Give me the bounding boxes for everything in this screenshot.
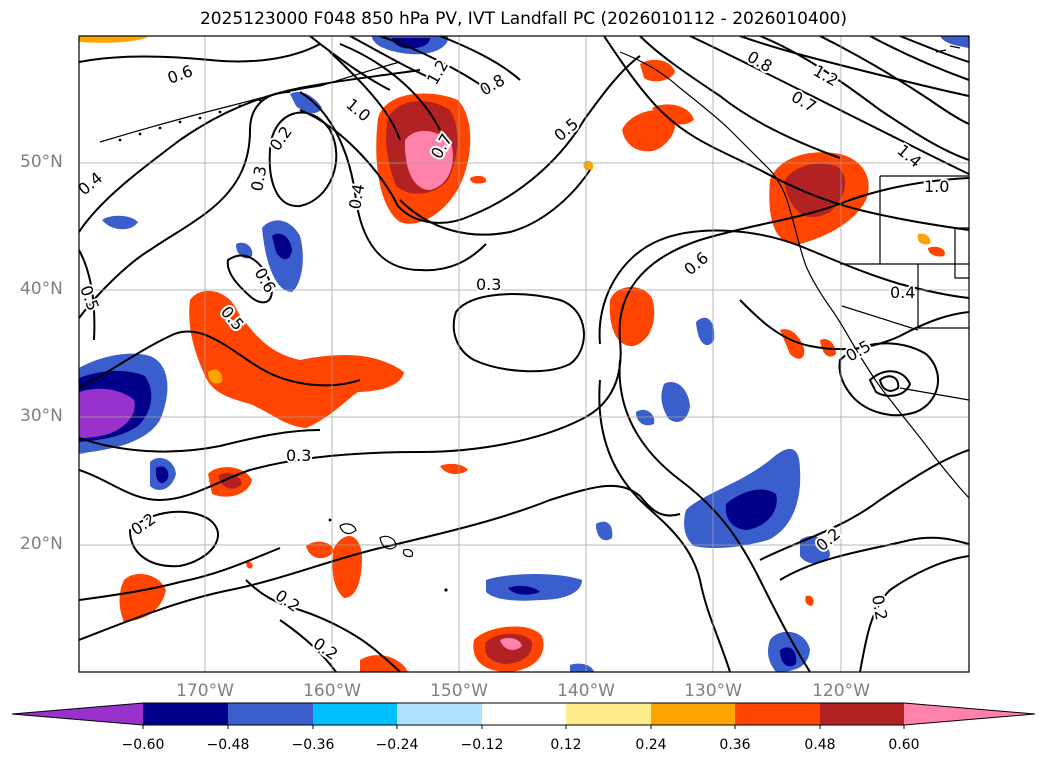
colorbar-tick-label: 0.36 bbox=[719, 737, 751, 753]
colorbar-extend-high bbox=[904, 703, 1035, 725]
lon-label-140w: 140°W bbox=[557, 681, 615, 701]
colorbar bbox=[11, 702, 1036, 729]
lon-label-130w: 130°W bbox=[684, 681, 742, 701]
map-frame bbox=[78, 35, 970, 673]
lat-label-30n: 30°N bbox=[20, 406, 63, 426]
colorbar-tick-label: −0.12 bbox=[460, 737, 504, 753]
lon-label-120w: 120°W bbox=[812, 681, 870, 701]
colorbar-bin bbox=[228, 703, 313, 725]
graticule bbox=[79, 36, 969, 672]
colorbar-bin bbox=[482, 703, 566, 725]
lat-label-40n: 40°N bbox=[20, 279, 63, 299]
colorbar-tick-label: −0.60 bbox=[121, 737, 165, 753]
map-title: 2025123000 F048 850 hPa PV, IVT Landfall… bbox=[199, 9, 847, 29]
lon-label-160w: 160°W bbox=[303, 681, 361, 701]
contour-label: 0.3 bbox=[286, 446, 311, 465]
colorbar-extend-low bbox=[12, 703, 143, 725]
aleutian-islands bbox=[118, 98, 448, 592]
contour-label: 1.0 bbox=[924, 177, 949, 196]
colorbar-tick-label: 0.24 bbox=[635, 737, 667, 753]
lon-label-150w: 150°W bbox=[430, 681, 488, 701]
colorbar-bin bbox=[143, 703, 228, 725]
colorbar-bin bbox=[566, 703, 651, 725]
lat-label-50n: 50°N bbox=[20, 152, 63, 172]
coastlines bbox=[99, 45, 969, 558]
colorbar-bin bbox=[397, 703, 482, 725]
contour-label: 0.3 bbox=[476, 275, 501, 294]
colorbar-tick-label: −0.24 bbox=[375, 737, 419, 753]
map-plot-area: 0.6 0.4 0.3 0.2 1.0 1.2 0.8 0.7 0.5 0.4 … bbox=[79, 36, 969, 672]
colorbar-bin bbox=[735, 703, 820, 725]
shaded-pc-field bbox=[79, 36, 969, 672]
pv-contours bbox=[79, 36, 969, 672]
colorbar-bin bbox=[820, 703, 904, 725]
contour-label: 0.4 bbox=[890, 283, 915, 302]
colorbar-tick-label: −0.36 bbox=[291, 737, 335, 753]
colorbar-tick-label: 0.60 bbox=[888, 737, 920, 753]
colorbar-bin bbox=[651, 703, 735, 725]
lat-label-20n: 20°N bbox=[20, 534, 63, 554]
colorbar-tick-label: 0.48 bbox=[804, 737, 836, 753]
colorbar-tick-label: −0.48 bbox=[206, 737, 250, 753]
lon-label-170w: 170°W bbox=[176, 681, 234, 701]
colorbar-tick-label: 0.12 bbox=[550, 737, 582, 753]
colorbar-bin bbox=[313, 703, 397, 725]
contour-label: 0.4 bbox=[345, 182, 368, 210]
